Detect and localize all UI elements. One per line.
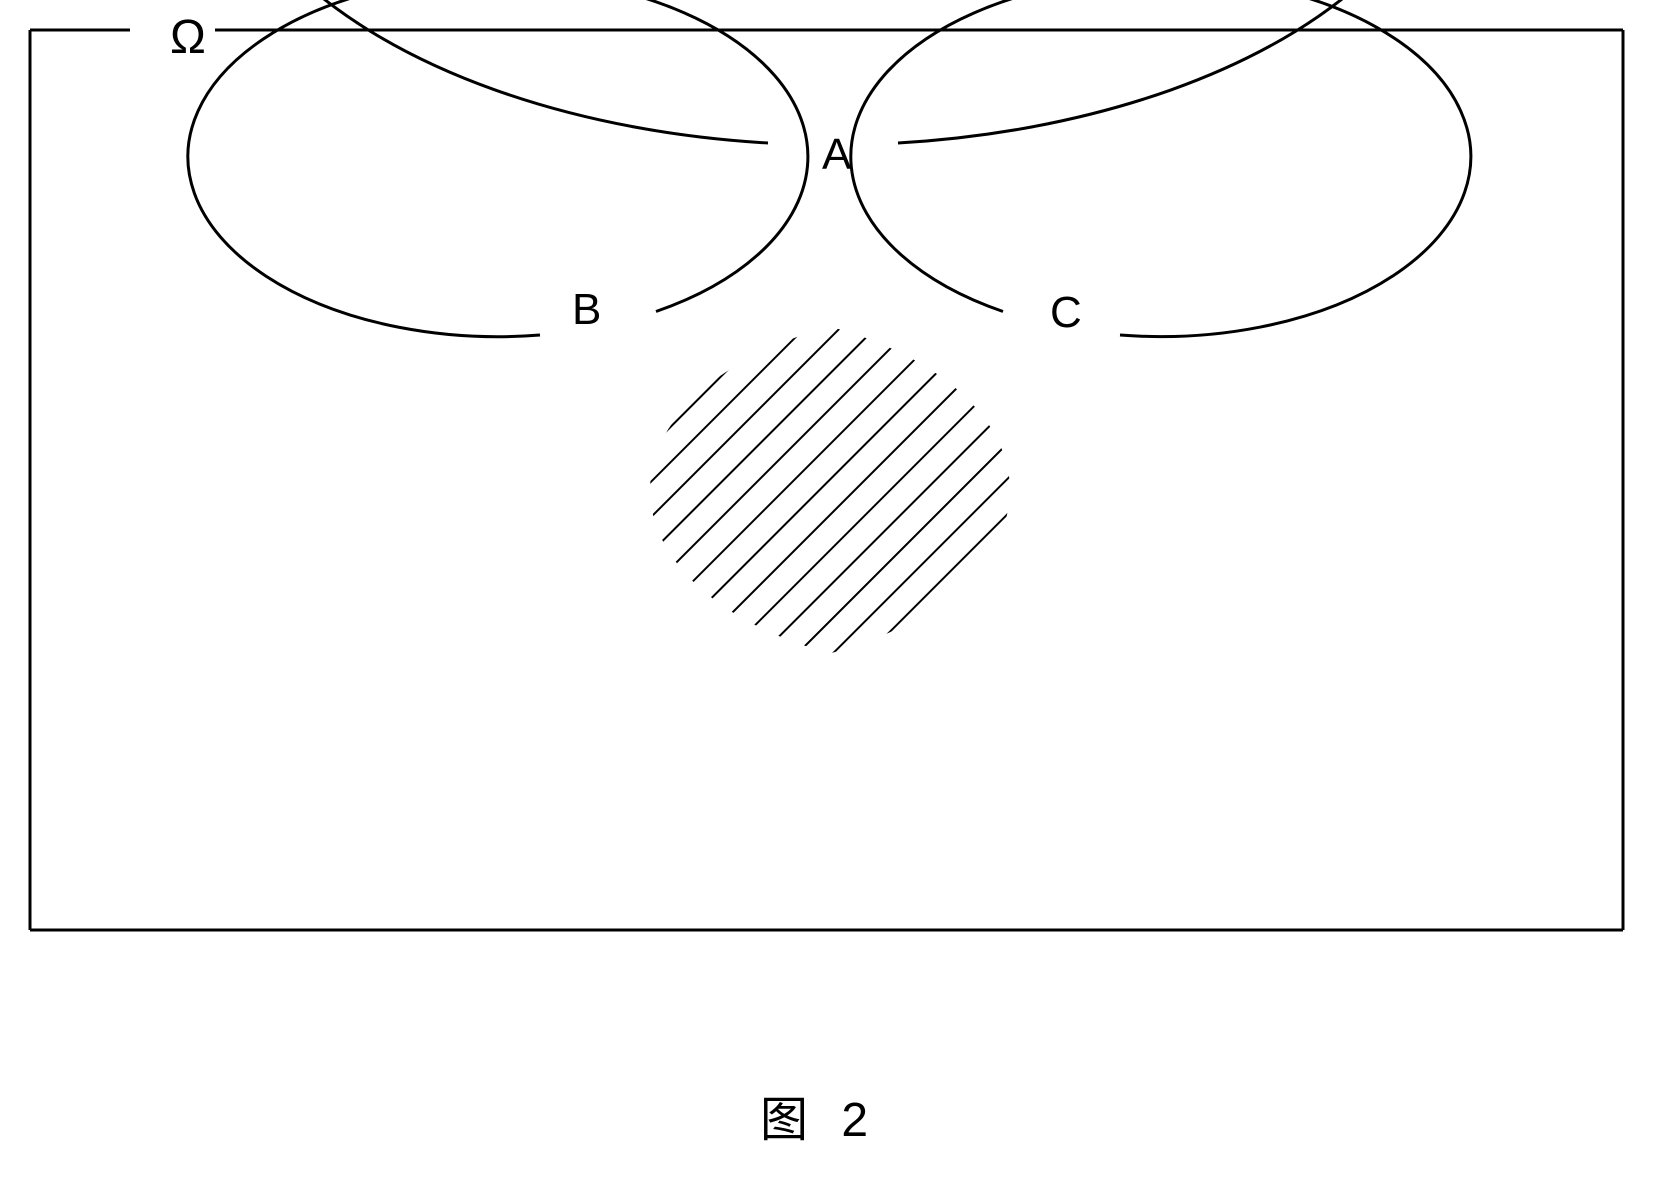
set-c-ellipse bbox=[851, 0, 1471, 337]
set-a-label: A bbox=[822, 130, 851, 180]
intersection-b-c bbox=[650, 310, 1270, 670]
set-a-ellipse bbox=[213, 0, 1453, 143]
set-c-label: C bbox=[1050, 288, 1082, 338]
universal-set-label: Ω bbox=[170, 10, 206, 65]
figure-caption: 图 2 bbox=[760, 1080, 878, 1150]
set-b-ellipse bbox=[188, 0, 808, 337]
venn-diagram-container: Ω A B C 图 2 bbox=[0, 0, 1653, 1188]
set-b-label: B bbox=[572, 285, 601, 335]
